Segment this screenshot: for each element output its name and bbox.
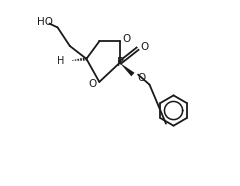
Text: O: O [122, 34, 131, 44]
Polygon shape [120, 63, 135, 76]
Text: O: O [138, 73, 146, 83]
Text: O: O [140, 42, 149, 52]
Text: P: P [116, 56, 124, 69]
Text: HO: HO [36, 17, 53, 28]
Text: H: H [57, 56, 65, 66]
Text: O: O [89, 79, 97, 89]
